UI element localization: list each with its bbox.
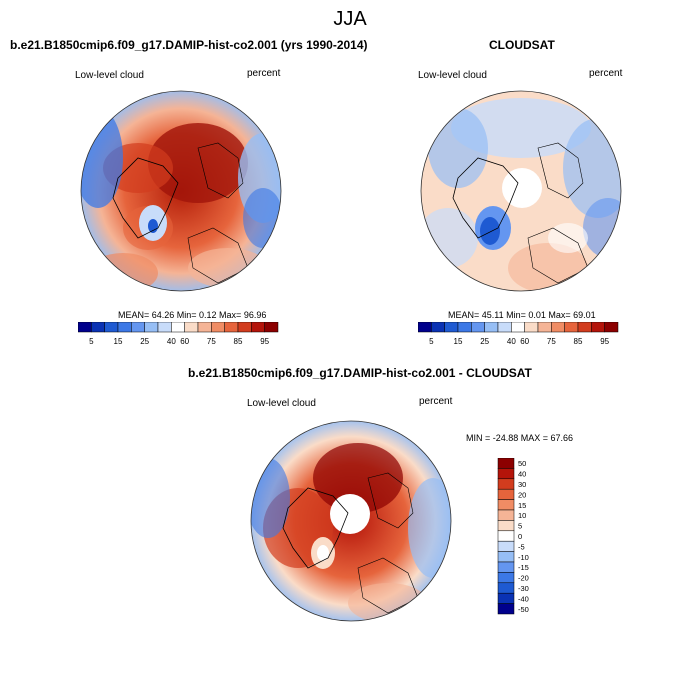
panel3-variable-label: Low-level cloud — [247, 398, 316, 409]
panel3-colorbar-tick-label: 0 — [518, 532, 522, 541]
panel2-colorbar-tick-label: 5 — [429, 337, 434, 346]
panel1-polar-map — [80, 90, 282, 292]
panel2-colorbar-swatch — [471, 322, 485, 333]
panel3-colorbar-tick-label: -10 — [518, 553, 529, 562]
panel3-colorbar-tick-label: 40 — [518, 470, 526, 479]
panel3-colorbar-tick-label: 15 — [518, 501, 526, 510]
panel1-stats: MEAN= 64.26 Min= 0.12 Max= 96.96 — [118, 310, 267, 320]
panel1-colorbar-tick-label: 5 — [89, 337, 94, 346]
panel2-colorbar-swatch — [431, 322, 445, 333]
panel2-colorbar-swatch — [457, 322, 472, 333]
panel1-colorbar-tick-label: 25 — [140, 337, 149, 346]
panel3-colorbar-swatch — [497, 468, 515, 480]
panel3-colorbar-swatch — [497, 603, 515, 615]
panel3-colorbar-swatch — [497, 478, 515, 490]
panel2-colorbar-swatch — [604, 322, 619, 333]
panel1-colorbar-tick-label: 15 — [114, 337, 123, 346]
panel2-colorbar-swatch — [577, 322, 592, 333]
panel2-stats: MEAN= 45.11 Min= 0.01 Max= 69.01 — [448, 310, 596, 320]
panel3-colorbar-swatch — [497, 572, 515, 584]
panel3-field — [251, 421, 451, 621]
panel3-colorbar-tick-label: -40 — [518, 594, 529, 603]
panel1-field — [81, 91, 281, 291]
panel3-colorbar-swatch — [497, 509, 515, 521]
panel3-colorbar-tick-label: -30 — [518, 584, 529, 593]
panel1-colorbar-swatch — [224, 322, 239, 333]
panel3-colorbar-swatch — [497, 592, 515, 604]
panel2-colorbar-swatch — [418, 322, 432, 333]
panel3-polar-map — [250, 420, 452, 622]
panel2-colorbar: 5 15 25 40 60 75 85 95 — [418, 322, 619, 346]
panel2-colorbar-tick-label: 25 — [480, 337, 489, 346]
panel3-colorbar-swatch — [497, 488, 515, 500]
panel2-colorbar-swatch — [537, 322, 552, 333]
panel1-colorbar-swatch — [211, 322, 225, 333]
panel1-colorbar-swatch — [251, 322, 265, 333]
figure-title: JJA — [333, 8, 367, 30]
panel2-colorbar-tick-label: 15 — [454, 337, 463, 346]
panel3-colorbar-tick-label: -5 — [518, 542, 525, 551]
panel3-colorbar-swatch — [497, 551, 515, 563]
panel1-colorbar-swatch — [144, 322, 159, 333]
panel1-colorbar-tick-label: 95 — [260, 337, 269, 346]
panel3-colorbar-tick-label: 30 — [518, 480, 526, 489]
panel1-colorbar: 5 15 25 40 60 75 85 95 — [78, 322, 279, 346]
panel3-colorbar-tick-label: 5 — [518, 522, 522, 531]
panel2-colorbar-swatch — [511, 322, 525, 333]
panel2-colorbar-swatch — [551, 322, 565, 333]
panel2-field — [421, 91, 621, 291]
panel1-colorbar-swatch — [104, 322, 119, 333]
panel2-colorbar-tick-label: 85 — [574, 337, 583, 346]
panel1-colorbar-swatch — [157, 322, 172, 333]
panel2-colorbar-swatch — [564, 322, 579, 333]
panel3-colorbar-tick-label: 20 — [518, 490, 526, 499]
panel3-colorbar-swatch — [497, 540, 515, 552]
panel2-variable-label: Low-level cloud — [418, 70, 487, 81]
panel2-polar-map — [420, 90, 622, 292]
panel1-colorbar-swatch — [171, 322, 185, 333]
panel3-colorbar-swatch — [497, 499, 515, 511]
panel1-colorbar-tick-label: 85 — [234, 337, 243, 346]
panel1-colorbar-swatch — [264, 322, 279, 333]
panel2-colorbar-tick-label: 95 — [600, 337, 609, 346]
panel3-colorbar-swatch — [497, 561, 515, 573]
panel1-units-label: percent — [247, 68, 281, 79]
panel3-colorbar-tick-label: 50 — [518, 459, 526, 468]
panel1-colorbar-tick-label: 60 — [180, 337, 189, 346]
panel1-colorbar-swatch — [91, 322, 105, 333]
panel1-variable-label: Low-level cloud — [75, 70, 144, 81]
panel3-colorbar-swatch — [497, 530, 515, 542]
panel3-colorbar-swatch — [497, 520, 515, 532]
panel3-stats: MIN = -24.88 MAX = 67.66 — [466, 433, 574, 443]
panel1-colorbar-swatch — [78, 322, 92, 333]
panel1-colorbar-swatch — [117, 322, 132, 333]
panel3-title: b.e21.B1850cmip6.f09_g17.DAMIP-hist-co2.… — [188, 366, 532, 380]
panel3-colorbar-swatch — [497, 458, 515, 469]
panel1-colorbar-swatch — [237, 322, 252, 333]
panel1-colorbar-swatch — [184, 322, 199, 333]
panel1-title: b.e21.B1850cmip6.f09_g17.DAMIP-hist-co2.… — [10, 38, 368, 52]
panel2-colorbar-swatch — [591, 322, 605, 333]
panel2-colorbar-tick-label: 40 — [507, 337, 516, 346]
panel2-colorbar-tick-label: 60 — [520, 337, 529, 346]
panel1-colorbar-tick-label: 40 — [167, 337, 176, 346]
panel2-colorbar-swatch — [484, 322, 499, 333]
panel3-colorbar-tick-label: 10 — [518, 511, 526, 520]
panel1-colorbar-swatch — [197, 322, 212, 333]
panel1-colorbar-tick-label: 75 — [207, 337, 216, 346]
panel2-colorbar-swatch — [497, 322, 512, 333]
panel3-colorbar-tick-label: -20 — [518, 574, 529, 583]
panel2-colorbar-swatch — [524, 322, 539, 333]
panel3-colorbar-swatch — [497, 582, 515, 594]
panel2-units-label: percent — [589, 68, 623, 79]
panel2-colorbar-swatch — [444, 322, 459, 333]
panel3-colorbar-tick-label: -50 — [518, 605, 529, 614]
panel3-units-label: percent — [419, 396, 453, 407]
panel2-colorbar-tick-label: 75 — [547, 337, 556, 346]
panel2-title: CLOUDSAT — [489, 38, 555, 52]
panel1-colorbar-swatch — [131, 322, 145, 333]
panel3-colorbar-tick-label: -15 — [518, 563, 529, 572]
